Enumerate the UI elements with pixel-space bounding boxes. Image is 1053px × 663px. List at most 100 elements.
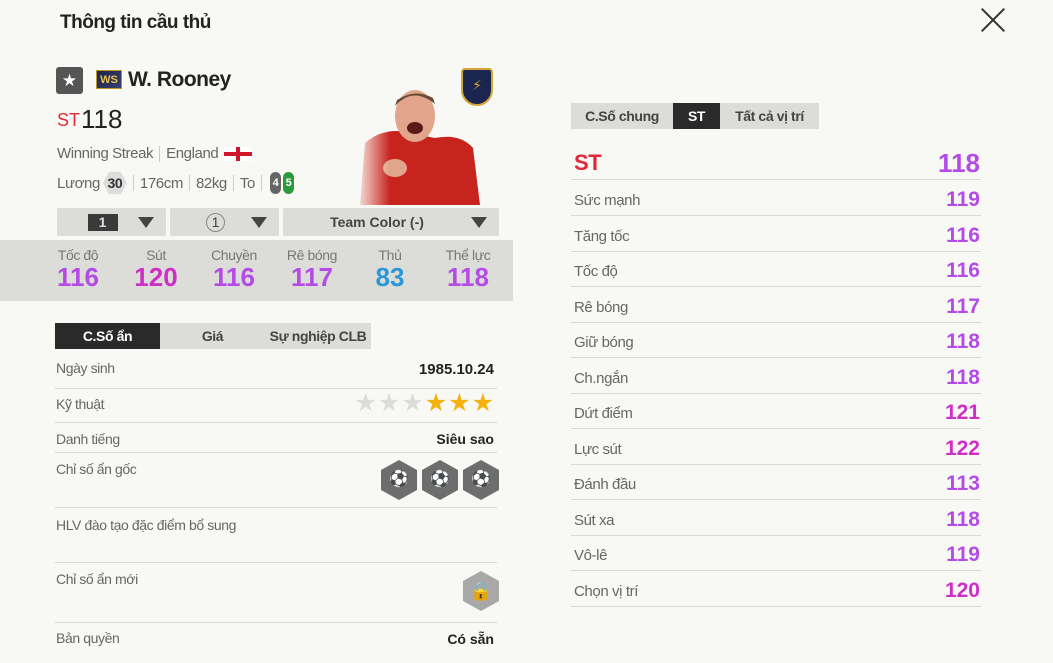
position-stat-row: Lực sút 122	[571, 430, 981, 465]
position-stat-row: Tốc độ 116	[571, 252, 981, 287]
summary-stat-label: Thủ	[378, 247, 402, 263]
summary-stat: Tốc độ 116	[43, 247, 113, 291]
summary-stat-value: 117	[291, 262, 333, 292]
nation: England	[166, 145, 219, 162]
tab-hidden-stats[interactable]: C.Số ẩn	[55, 323, 160, 349]
position-stat-row: Sút xa 118	[571, 501, 981, 536]
star-filled-icon: ★	[448, 389, 471, 417]
info-row-coach: HLV đào tạo đặc điểm bổ sung	[55, 508, 497, 563]
upgrade-level-dropdown[interactable]: 1	[57, 208, 166, 236]
player-position: ST	[57, 110, 81, 130]
lock-icon[interactable]: 🔒	[463, 571, 499, 611]
position-stat-label: Lực sút	[574, 440, 622, 458]
tab-all-positions[interactable]: Tất cả vị trí	[720, 103, 819, 129]
reputation-value: Siêu sao	[436, 431, 494, 447]
summary-stat-value: 120	[134, 262, 178, 292]
position-stat-row: Tăng tốc 116	[571, 217, 981, 252]
position-stat-value: 117	[946, 294, 980, 318]
chevron-down-icon	[251, 217, 267, 228]
position-stat-label: Ch.ngắn	[574, 369, 628, 387]
chevron-down-icon	[138, 217, 154, 228]
position-stat-row: Rê bóng 117	[571, 288, 981, 323]
favorite-star-button[interactable]: ★	[56, 67, 83, 94]
power-header-icon[interactable]: ⚽	[422, 460, 458, 500]
info-row-reputation: Danh tiếng Siêu sao	[55, 423, 497, 453]
summary-stat-value: 83	[375, 262, 405, 292]
position-stat-label: Rê bóng	[574, 298, 628, 316]
position-stat-row: Giữ bóng 118	[571, 323, 981, 358]
skill-stars: ★★★★★★	[353, 389, 494, 417]
info-row-traits: Chỉ số ẩn gốc ⚽ ⚽ ⚽	[55, 453, 499, 508]
left-foot-icon: 4	[269, 172, 281, 194]
level-value: 1	[206, 212, 225, 232]
dialog-title: Thông tin cầu thủ	[60, 12, 211, 33]
position-stat-label: Tăng tốc	[574, 227, 630, 245]
body-type: To	[239, 174, 255, 192]
finesse-shot-icon[interactable]: ⚽	[381, 460, 417, 500]
position-stat-label: Dứt điểm	[574, 405, 633, 422]
salary-value: 30	[102, 171, 127, 195]
season-name: Winning Streak	[57, 145, 154, 162]
info-row-license: Bản quyền Có sẵn	[55, 623, 497, 663]
tab-price[interactable]: Giá	[160, 323, 265, 349]
license-value: Có sẵn	[447, 631, 494, 647]
summary-stat-value: 116	[57, 262, 99, 292]
position-stat-value: 116	[946, 259, 980, 282]
position-label: ST	[574, 150, 602, 175]
summary-stats-band	[0, 240, 513, 301]
birth-label: Ngày sinh	[56, 360, 115, 376]
position-stat-value: 122	[944, 436, 980, 460]
position-overall: 118	[938, 148, 980, 178]
position-overall-row: ST 118	[571, 145, 981, 180]
license-label: Bản quyền	[56, 630, 120, 646]
info-row-birth: Ngày sinh 1985.10.24	[55, 355, 497, 389]
position-stat-row: Đánh đầu 113	[571, 465, 981, 500]
summary-stat: Thủ 83	[355, 247, 425, 291]
star-empty-icon: ★	[401, 389, 424, 417]
player-photo	[355, 88, 495, 205]
star-filled-icon: ★	[471, 389, 494, 417]
tab-position-st[interactable]: ST	[673, 103, 720, 129]
summary-stat-label: Chuyền	[211, 247, 257, 263]
birth-value: 1985.10.24	[418, 361, 494, 378]
position-stat-value: 118	[946, 507, 980, 531]
position-stat-label: Tốc độ	[574, 263, 618, 280]
star-filled-icon: ★	[424, 389, 448, 417]
team-color-dropdown[interactable]: Team Color (-)	[283, 208, 499, 236]
info-row-new-traits: Chỉ số ẩn mới 🔒	[55, 563, 499, 623]
summary-stat-label: Rê bóng	[286, 247, 338, 263]
star-empty-icon: ★	[354, 389, 377, 417]
position-stat-value: 113	[946, 472, 980, 495]
info-row-skill: Kỹ thuật ★★★★★★	[55, 389, 497, 423]
position-stat-value: 116	[946, 223, 980, 247]
tab-general-stats[interactable]: C.Số chung	[571, 103, 673, 129]
position-stat-value: 118	[946, 365, 980, 389]
summary-stat: Rê bóng 117	[277, 247, 347, 291]
position-stat-row: Dứt điểm 121	[571, 394, 981, 429]
summary-stat-value: 118	[447, 262, 489, 292]
summary-stat: Sút 120	[121, 247, 191, 291]
skill-label: Kỹ thuật	[56, 396, 105, 412]
team-color-value: Team Color (-)	[330, 214, 424, 230]
left-tabs: C.Số ẩn Giá Sự nghiệp CLB	[55, 323, 371, 349]
weight: 82kg	[195, 174, 227, 192]
tab-club-career[interactable]: Sự nghiệp CLB	[265, 323, 371, 349]
summary-stat-label: Sút	[146, 247, 166, 263]
position-stat-value: 118	[946, 330, 980, 353]
level-dropdown[interactable]: 1	[170, 208, 279, 236]
player-name: W. Rooney	[128, 68, 231, 91]
reputation-label: Danh tiếng	[56, 431, 120, 447]
position-stat-value: 120	[944, 578, 980, 602]
summary-stat: Thể lực 118	[433, 247, 503, 291]
position-stat-label: Đánh đầu	[574, 476, 636, 493]
position-stat-row: Vô-lê 119	[571, 536, 981, 571]
summary-stat-value: 116	[213, 262, 255, 292]
close-button[interactable]	[978, 4, 1008, 34]
season-badge-icon: WS	[96, 70, 122, 89]
star-empty-icon: ★	[377, 389, 401, 417]
right-tabs: C.Số chung ST Tất cả vị trí	[571, 103, 819, 129]
position-stat-value: 121	[944, 401, 980, 424]
coach-label: HLV đào tạo đặc điểm bổ sung	[56, 517, 237, 533]
long-shot-icon[interactable]: ⚽	[463, 460, 499, 500]
position-stat-value: 119	[946, 188, 980, 211]
